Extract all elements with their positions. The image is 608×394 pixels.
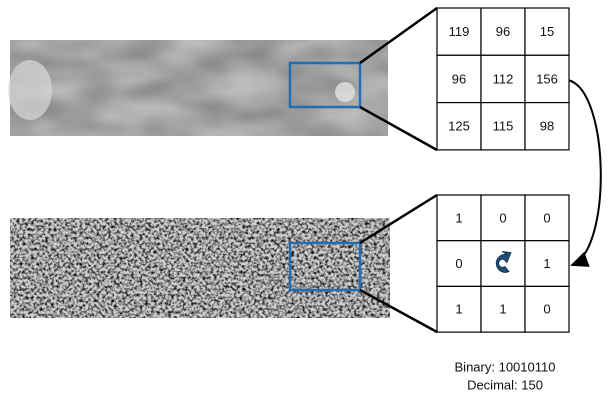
arrow (568, 80, 601, 265)
cell-value: 98 (540, 119, 554, 134)
cell-value: 96 (452, 71, 466, 86)
decimal-label: Decimal: 150 (467, 377, 543, 392)
image-bottom-texture (10, 218, 390, 318)
cell-value: 0 (543, 302, 550, 317)
binary-label: Binary: 10010110 (455, 359, 556, 374)
cell-value: 96 (496, 24, 510, 39)
cell-value: 15 (540, 24, 554, 39)
zoom-line (360, 8, 437, 63)
cell-value: 0 (499, 210, 506, 225)
cell-value: 0 (543, 210, 550, 225)
cell-value: 115 (493, 119, 514, 134)
diagram: 119 96 15 96 112 156 125 115 98 1 0 0 0 1 1 1 0 Binary: … (0, 0, 608, 394)
image-highlight (8, 60, 52, 120)
image-top-texture (10, 40, 388, 136)
cell-value: 125 (448, 119, 470, 134)
cell-value: 1 (499, 302, 506, 317)
cell-value: 156 (536, 71, 558, 86)
cell-value: 1 (455, 210, 462, 225)
grid-cell (481, 241, 525, 287)
image-highlight (335, 82, 355, 102)
cell-value: 1 (455, 302, 462, 317)
cell-value: 119 (449, 24, 470, 39)
grids: 119 96 15 96 112 156 125 115 98 1 0 0 0 1 1 1 0 (437, 8, 569, 332)
cell-value: 112 (493, 71, 514, 86)
cell-value: 1 (543, 256, 550, 271)
cell-value: 0 (455, 256, 462, 271)
